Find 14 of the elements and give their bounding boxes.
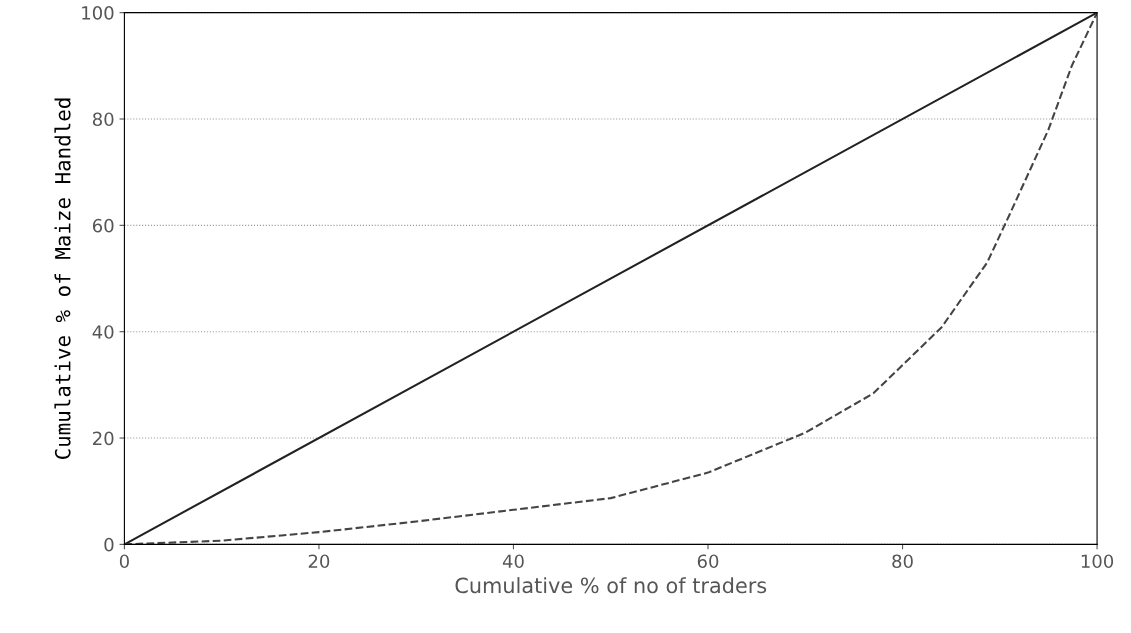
x-axis-title: Cumulative % of no of traders xyxy=(455,577,767,594)
y-tick-label: 20 xyxy=(93,431,114,446)
x-tick-label: 80 xyxy=(892,554,913,569)
x-tick-label: 0 xyxy=(119,554,129,569)
y-tick-label: 100 xyxy=(82,6,114,20)
y-tick-label: 80 xyxy=(92,112,114,127)
x-tick-label: 60 xyxy=(697,554,719,569)
x-tick-label: 20 xyxy=(308,554,330,569)
y-tick-label: 60 xyxy=(92,218,114,233)
y-tick-label: 40 xyxy=(92,325,114,339)
y-axis-title: Cumulative % of Maize Handled xyxy=(54,98,71,459)
x-tick-label: 40 xyxy=(502,554,524,569)
x-tick-label: 100 xyxy=(1081,554,1114,569)
y-tick-label: 0 xyxy=(104,537,114,552)
